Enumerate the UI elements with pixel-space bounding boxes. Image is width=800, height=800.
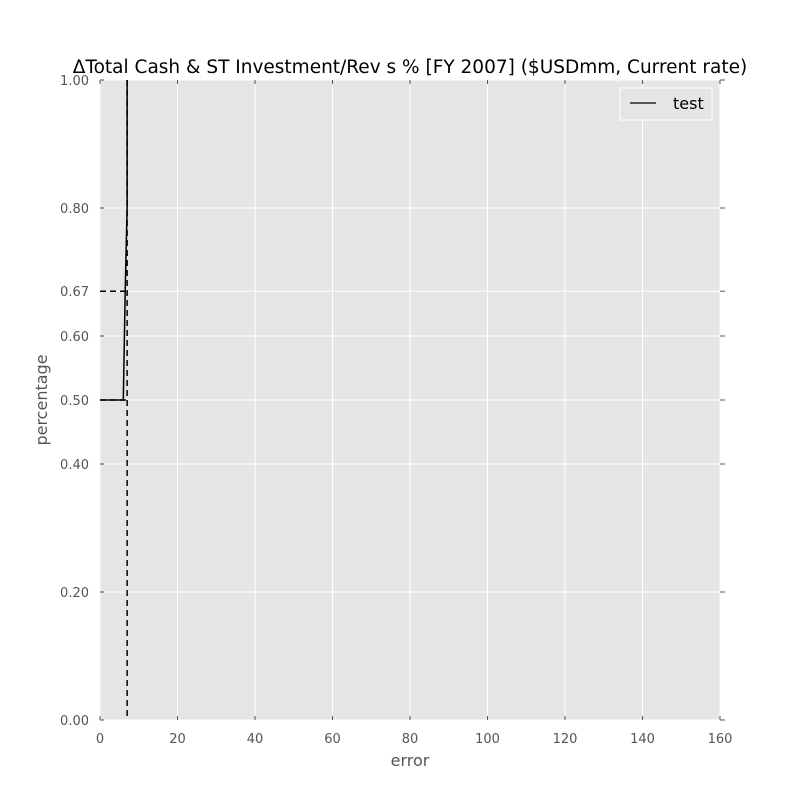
y-tick-label: 0.80	[60, 202, 89, 217]
x-tick-label: 120	[553, 732, 578, 747]
x-tick-label: 40	[247, 732, 264, 747]
y-tick-label: 0.00	[60, 714, 89, 729]
x-tick-label: 0	[96, 732, 104, 747]
legend: test	[619, 87, 713, 121]
y-tick-label: 1.00	[60, 74, 89, 89]
ticks: 0 20 40 60 80 100 120 140 160 0.00 0.20 0.40 0.50 0.6…	[60, 74, 732, 747]
y-tick-label: 0.40	[60, 458, 89, 473]
x-tick-label: 100	[475, 732, 500, 747]
y-tick-label: 0.50	[60, 394, 89, 409]
y-tick-label: 0.67	[60, 285, 89, 300]
x-tick-label: 20	[169, 732, 186, 747]
chart-title: ΔTotal Cash & ST Investment/Rev s % [FY …	[73, 57, 747, 78]
x-tick-label: 60	[324, 732, 341, 747]
y-tick-label: 0.20	[60, 586, 89, 601]
x-tick-label: 80	[402, 732, 419, 747]
series-line-test	[100, 80, 128, 401]
series-lines	[100, 80, 128, 401]
x-axis-label: error	[391, 751, 430, 770]
y-tick-label: 0.60	[60, 330, 89, 345]
legend-box	[619, 87, 713, 121]
legend-label-test: test	[673, 94, 704, 113]
x-tick-label: 160	[708, 732, 733, 747]
y-axis-label: percentage	[32, 354, 51, 445]
x-tick-label: 140	[630, 732, 655, 747]
